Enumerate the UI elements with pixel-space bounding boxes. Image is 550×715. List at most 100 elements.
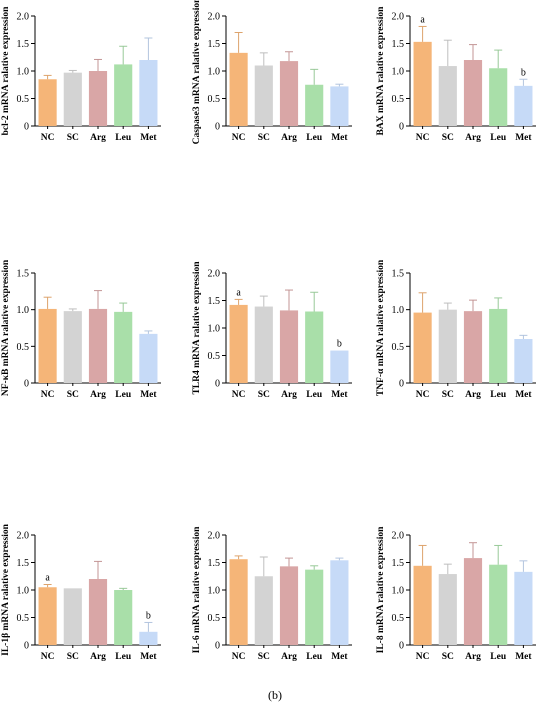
y-axis-label: BAX mRNA ralative expression — [376, 6, 386, 136]
x-tick-label: Met — [515, 133, 532, 143]
y-axis-label: Caspase3 mRNA ralative expression — [192, 0, 202, 144]
y-axis-label: IL-1β mRNA ralative expression — [1, 523, 11, 655]
x-tick-label: Leu — [306, 390, 323, 400]
y-tick-label: 1.5 — [17, 39, 30, 50]
x-tick-label: NC — [416, 652, 430, 662]
y-axis-label: TNF-α mRNA ralative expression — [376, 259, 386, 396]
bar-nc — [38, 308, 57, 383]
x-tick-label: Leu — [306, 652, 323, 662]
bar-sc — [254, 306, 273, 383]
y-axis-label: IL-8 mRNA ralative expression — [376, 526, 386, 653]
y-tick-label: 1.5 — [17, 269, 30, 280]
chart-panel-3: 0 0.5 1.0 1.5 2.0 BAX mRNA ralative expressio… — [376, 6, 536, 143]
x-tick-label: Met — [515, 652, 532, 662]
x-tick-label: SC — [67, 652, 79, 662]
x-tick-label: Met — [140, 390, 157, 400]
significance-letter: b — [521, 67, 526, 78]
x-tick-label: Arg — [465, 390, 481, 400]
x-tick-label: Leu — [115, 133, 132, 143]
y-tick-label: 0 — [399, 122, 404, 133]
x-tick-label: SC — [442, 133, 454, 143]
y-tick-label: 2.0 — [17, 531, 30, 542]
y-axis-label: bcl-2 mRNA ralative expression — [1, 6, 11, 136]
bar-met — [139, 631, 158, 645]
bar-leu — [305, 311, 324, 383]
chart-panel-7: 0 0.5 1.0 1.5 2.0 IL-1β mRNA ralative express… — [1, 523, 161, 662]
x-tick-label: NC — [232, 652, 246, 662]
x-tick-label: Leu — [115, 390, 132, 400]
bar-arg — [88, 579, 108, 645]
y-tick-label: 0 — [24, 641, 29, 652]
y-tick-label: 1.0 — [208, 586, 221, 597]
bar-met — [514, 339, 533, 383]
y-tick-label: 0.5 — [392, 613, 405, 624]
x-tick-label: Leu — [306, 133, 323, 143]
y-tick-label: 0 — [399, 641, 404, 652]
y-tick-label: 2.0 — [392, 12, 405, 23]
bar-arg — [463, 60, 483, 126]
y-tick-label: 0 — [215, 641, 220, 652]
x-tick-label: Met — [331, 652, 348, 662]
chart-panel-9: 0 0.5 1.0 1.5 2.0 IL-8 mRNA ralative expressi… — [376, 526, 536, 662]
significance-letter: a — [420, 14, 425, 25]
x-tick-label: Met — [140, 652, 157, 662]
bar-nc — [229, 559, 248, 645]
y-tick-label: 2.0 — [17, 12, 30, 23]
bar-leu — [114, 311, 133, 383]
bar-arg — [88, 308, 108, 383]
x-tick-label: SC — [67, 133, 79, 143]
x-tick-label: Arg — [90, 390, 106, 400]
y-tick-label: 1.0 — [17, 586, 30, 597]
x-tick-label: Arg — [281, 652, 297, 662]
y-tick-label: 1.5 — [208, 39, 221, 50]
chart-panel-2: 0 0.5 1.0 1.5 2.0 Caspase3 mRNA ralative expr… — [192, 0, 352, 144]
x-tick-label: Leu — [490, 133, 507, 143]
bar-nc — [38, 79, 57, 126]
significance-letter: a — [236, 287, 241, 298]
y-tick-label: 0 — [399, 379, 404, 390]
figure-caption: (b) — [268, 688, 282, 702]
y-tick-label: 1.5 — [392, 39, 405, 50]
x-tick-label: NC — [416, 133, 430, 143]
y-axis-label: IL-6 mRNA ralative expression — [192, 526, 202, 653]
x-tick-label: NC — [416, 390, 430, 400]
bar-leu — [114, 590, 133, 645]
bar-met — [330, 350, 349, 383]
x-tick-label: Met — [515, 390, 532, 400]
bar-sc — [63, 311, 82, 383]
bar-leu — [305, 84, 324, 126]
y-tick-label: 1.0 — [392, 305, 405, 316]
y-tick-label: 1.5 — [392, 269, 405, 280]
y-tick-label: 0.5 — [392, 342, 405, 353]
y-tick-label: 1.5 — [208, 296, 221, 307]
bar-nc — [413, 565, 432, 645]
y-tick-label: 1.0 — [392, 67, 405, 78]
y-tick-label: 2.0 — [392, 531, 405, 542]
bar-arg — [279, 566, 299, 645]
significance-letter: b — [337, 339, 342, 350]
bar-arg — [279, 310, 299, 383]
bar-leu — [305, 569, 324, 645]
y-tick-label: 2.0 — [208, 269, 221, 280]
x-tick-label: Arg — [465, 133, 481, 143]
x-tick-label: NC — [41, 390, 55, 400]
y-tick-label: 0 — [215, 122, 220, 133]
bar-nc — [229, 304, 248, 383]
bar-nc — [413, 41, 432, 126]
bar-leu — [489, 564, 508, 645]
bar-nc — [413, 312, 432, 383]
y-tick-label: 0 — [215, 379, 220, 390]
x-tick-label: Arg — [465, 652, 481, 662]
x-tick-label: SC — [442, 390, 454, 400]
y-axis-label: NF-κB mRNA ralative expression — [1, 259, 11, 396]
y-tick-label: 1.0 — [208, 324, 221, 335]
x-tick-label: SC — [67, 390, 79, 400]
bar-sc — [63, 588, 82, 645]
bar-leu — [489, 308, 508, 383]
y-tick-label: 0.5 — [208, 613, 221, 624]
y-tick-label: 0 — [24, 379, 29, 390]
chart-panel-5: 0 0.5 1.0 1.5 2.0 TLR4 mRNA ralative expressi… — [192, 261, 352, 400]
significance-letter: a — [45, 573, 50, 584]
x-tick-label: NC — [232, 133, 246, 143]
x-tick-label: Arg — [90, 133, 106, 143]
